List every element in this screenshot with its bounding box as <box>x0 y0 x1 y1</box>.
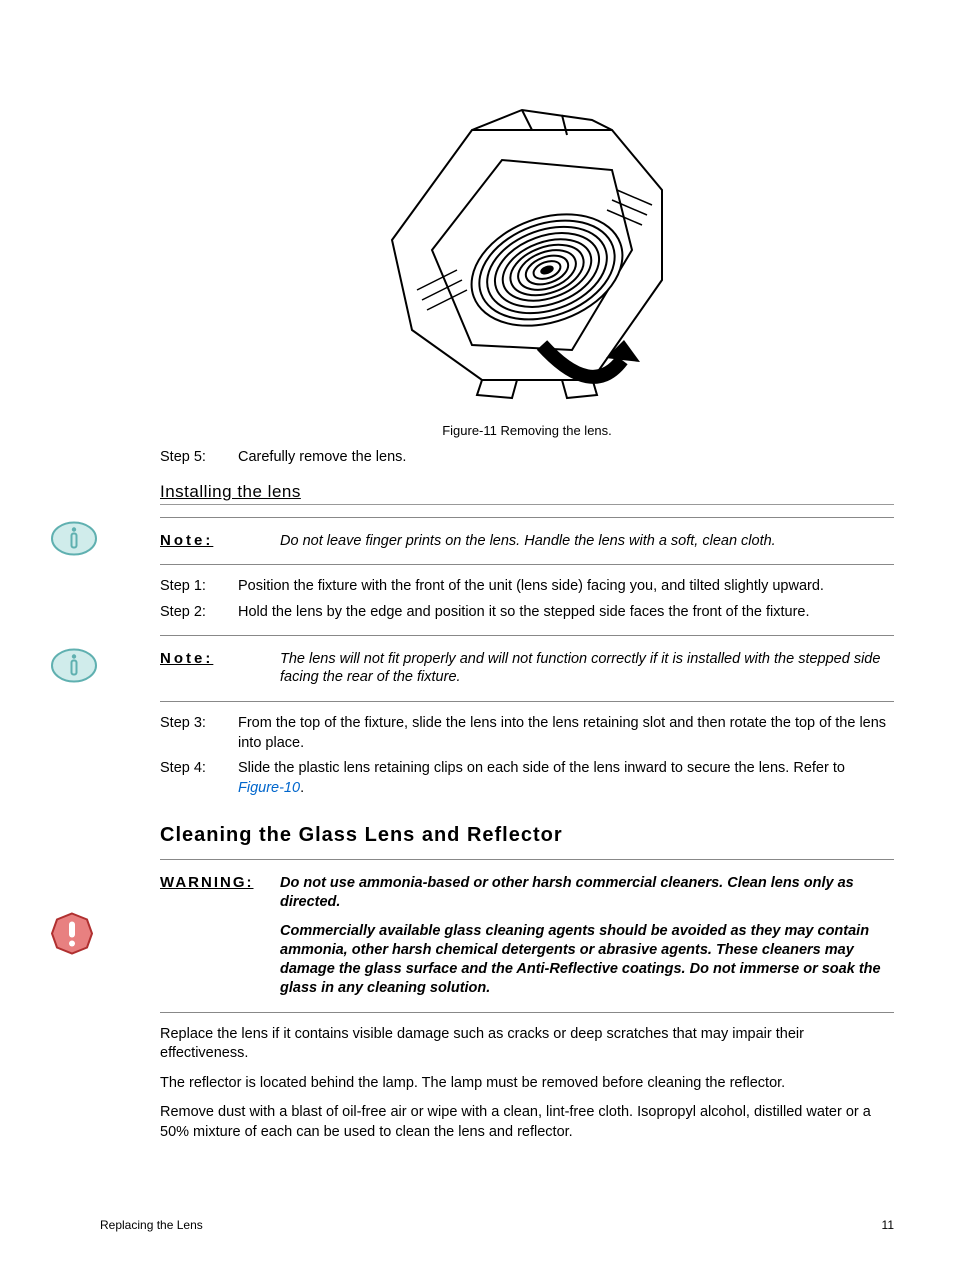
note-text: The lens will not fit properly and will … <box>280 650 894 688</box>
warning-text: Do not use ammonia-based or other harsh … <box>280 874 894 997</box>
cleaning-heading: Cleaning the Glass Lens and Reflector <box>160 824 894 847</box>
footer-page-number: 11 <box>882 1218 894 1232</box>
info-icon <box>50 520 98 556</box>
lens-removal-illustration <box>362 100 692 410</box>
install-step-3: Step 3: From the top of the fixture, sli… <box>160 714 894 753</box>
step-label: Step 2: <box>160 603 238 623</box>
step-text: Carefully remove the lens. <box>238 448 894 468</box>
warning-label: WARNING: <box>160 874 280 891</box>
para-1: Replace the lens if it contains visible … <box>160 1025 894 1064</box>
step4-after: . <box>300 780 304 796</box>
page-footer: Replacing the Lens 11 <box>100 1218 894 1232</box>
step-5: Step 5: Carefully remove the lens. <box>160 448 894 468</box>
install-step-2: Step 2: Hold the lens by the edge and po… <box>160 603 894 623</box>
warning-icon <box>50 912 94 956</box>
step-label: Step 1: <box>160 577 238 597</box>
step-label: Step 3: <box>160 714 238 753</box>
step-text: Hold the lens by the edge and position i… <box>238 603 894 623</box>
install-heading: Installing the lens <box>160 482 894 505</box>
note-block-2: Note: The lens will not fit properly and… <box>160 635 894 703</box>
step-text: Slide the plastic lens retaining clips o… <box>238 759 894 798</box>
para-2: The reflector is located behind the lamp… <box>160 1074 894 1094</box>
figure-caption: Figure-11 Removing the lens. <box>160 423 894 438</box>
note-block-1: Note: Do not leave finger prints on the … <box>160 517 894 566</box>
step-text: From the top of the fixture, slide the l… <box>238 714 894 753</box>
para-3: Remove dust with a blast of oil-free air… <box>160 1103 894 1142</box>
info-icon <box>50 648 98 684</box>
step-text: Position the fixture with the front of t… <box>238 577 894 597</box>
figure-11: Figure-11 Removing the lens. <box>160 100 894 438</box>
install-step-1: Step 1: Position the fixture with the fr… <box>160 577 894 597</box>
figure-10-link[interactable]: Figure-10 <box>238 780 300 796</box>
warning-block: WARNING: Do not use ammonia-based or oth… <box>160 859 894 1012</box>
footer-left: Replacing the Lens <box>100 1218 203 1232</box>
warning-p1: Do not use ammonia-based or other harsh … <box>280 874 894 912</box>
step-label: Step 5: <box>160 448 238 468</box>
note-label: Note: <box>160 532 280 549</box>
install-step-4: Step 4: Slide the plastic lens retaining… <box>160 759 894 798</box>
step-label: Step 4: <box>160 759 238 798</box>
step4-pre: Slide the plastic lens retaining clips o… <box>238 760 845 776</box>
note-text: Do not leave finger prints on the lens. … <box>280 532 894 551</box>
warning-p2: Commercially available glass cleaning ag… <box>280 922 894 997</box>
note-label: Note: <box>160 650 280 667</box>
